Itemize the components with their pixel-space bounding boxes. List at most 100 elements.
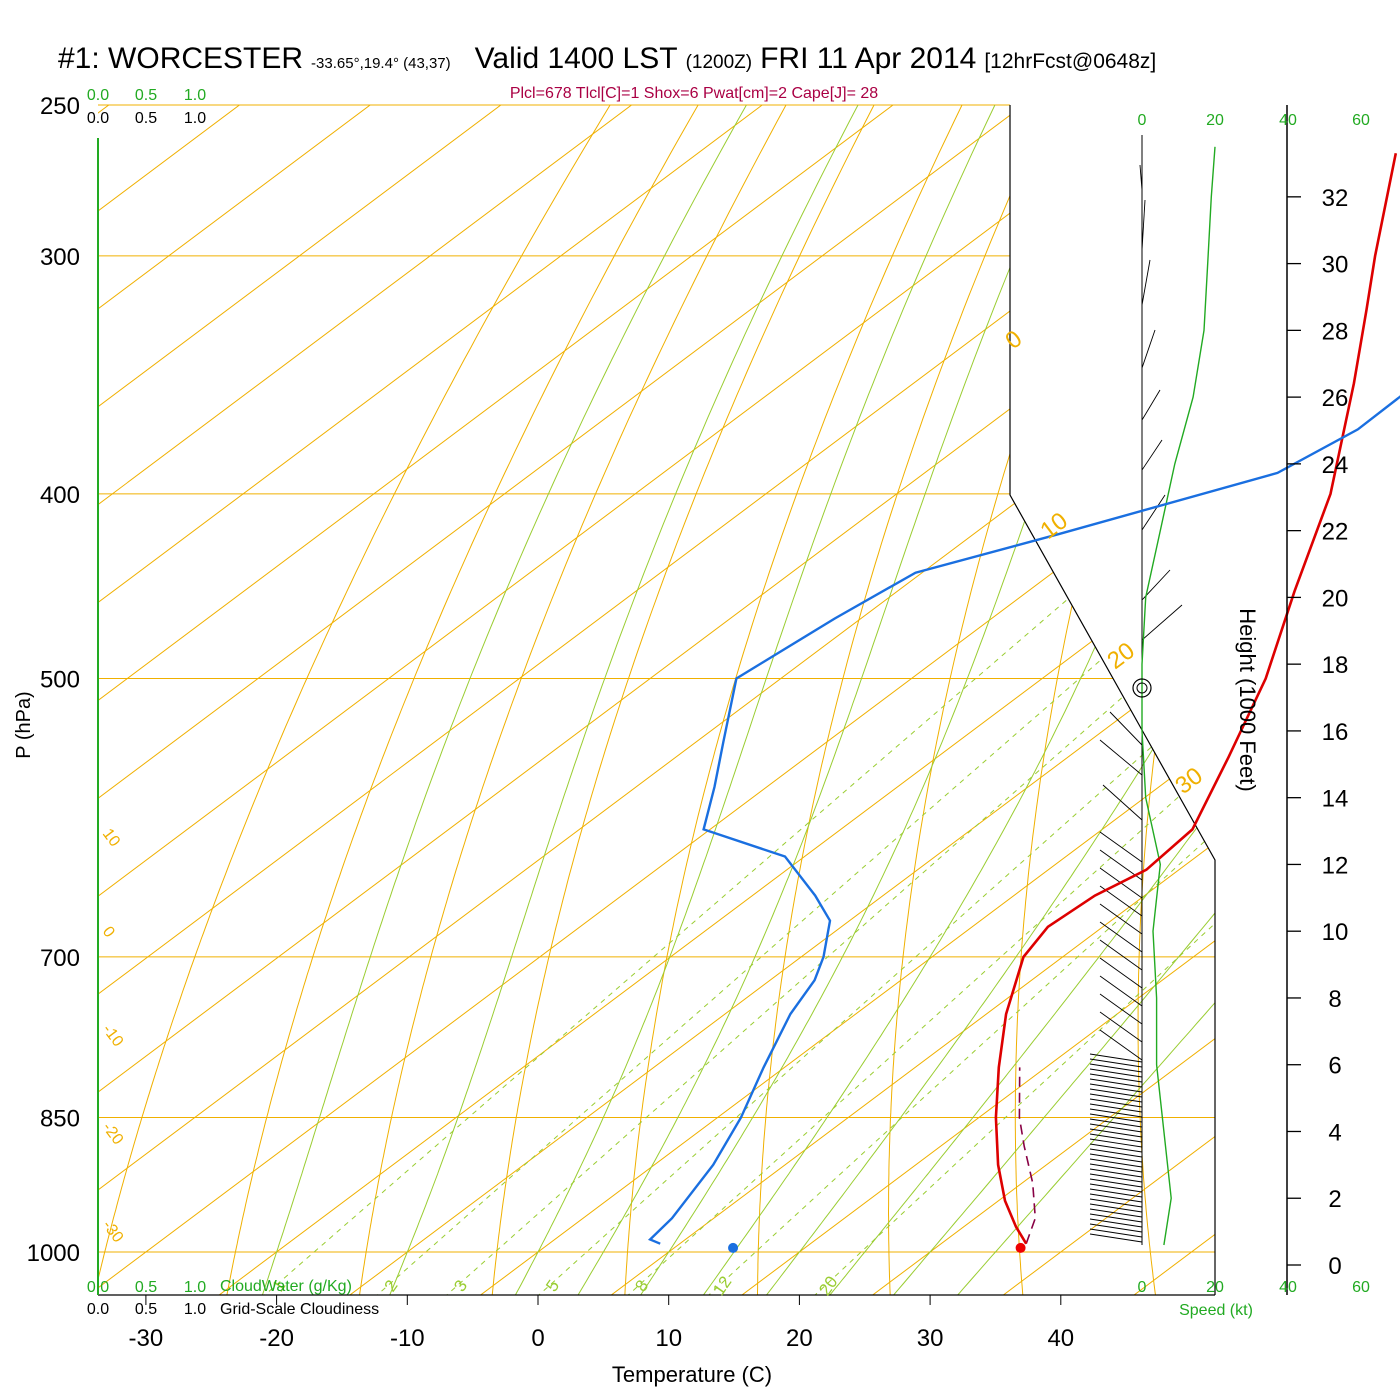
auxiliary-axes: 0.00.00.50.51.01.00.00.00.50.51.01.00020… bbox=[87, 87, 1370, 1318]
wind-barb-29 bbox=[1089, 1088, 1143, 1098]
cloudiness-bottom-tick-0: 0.0 bbox=[87, 1301, 109, 1318]
cloudiness-top-tick-2: 1.0 bbox=[184, 110, 206, 127]
temperature-tick-20: 20 bbox=[786, 1325, 813, 1352]
wind-barb-33 bbox=[1089, 1068, 1143, 1078]
isotherm--130 bbox=[98, 105, 463, 1295]
moist-adiabat-35 bbox=[925, 105, 1215, 1295]
stability-indices: Plcl=678 Tlcl[C]=1 Shox=6 Pwat[cm]=2 Cap… bbox=[510, 85, 878, 102]
isotherm-lines bbox=[98, 105, 1215, 1295]
mixing-ratio-label-2: 2 bbox=[381, 1277, 402, 1296]
wind-barb-42 bbox=[1099, 939, 1143, 971]
svg-text:#1: WORCESTER-33.65°,19.4° (43: #1: WORCESTER -33.65°,19.4° (43,37) Valid … bbox=[58, 42, 1156, 75]
speed-bottom-tick-20: 20 bbox=[1206, 1279, 1224, 1296]
wind-barb-2 bbox=[1089, 1223, 1143, 1233]
wind-barb-9 bbox=[1089, 1188, 1143, 1198]
dry-adiabat-270 bbox=[488, 105, 911, 1295]
isotherm-0 bbox=[432, 105, 1215, 1295]
pressure-tick-700: 700 bbox=[40, 945, 80, 972]
speed-top-tick-0: 0 bbox=[1138, 112, 1147, 129]
moist-adiabat-15 bbox=[677, 105, 1215, 1295]
height-tick-26: 26 bbox=[1322, 385, 1349, 412]
temperature-tick-10: 10 bbox=[655, 1325, 682, 1352]
cloudiness-bottom-tick-2: 1.0 bbox=[184, 1301, 206, 1318]
wind-barb-24 bbox=[1089, 1113, 1143, 1123]
wind-barb-45 bbox=[1099, 885, 1143, 917]
surface-temperature-dot bbox=[1015, 1242, 1026, 1253]
wind-barb-35 bbox=[1089, 1058, 1143, 1068]
wind-barb-upper-56 bbox=[1141, 389, 1161, 421]
wind-barb-44 bbox=[1099, 903, 1143, 935]
wind-barb-39 bbox=[1099, 993, 1143, 1025]
dry-adiabat-340 bbox=[1372, 36, 1400, 1331]
wind-barb-7 bbox=[1089, 1198, 1143, 1208]
height-tick-10: 10 bbox=[1322, 919, 1349, 946]
forecast-info: [12hrFcst@0648z] bbox=[984, 50, 1156, 73]
isotherm--20 bbox=[171, 105, 1215, 1295]
cloudiness-label: Grid-Scale Cloudiness bbox=[220, 1301, 379, 1318]
wind-barb-8 bbox=[1089, 1193, 1143, 1203]
wind-barb-20 bbox=[1089, 1133, 1143, 1143]
height-tick-18: 18 bbox=[1322, 652, 1349, 679]
pressure-tick-850: 850 bbox=[40, 1106, 80, 1133]
temperature-ticks: -30 -20 -10 0 10 20 30 40 bbox=[129, 1295, 1074, 1352]
wind-barb-5 bbox=[1089, 1208, 1143, 1218]
wind-barb-31 bbox=[1089, 1078, 1143, 1088]
cloudiness-top-tick-1: 0.5 bbox=[135, 110, 157, 127]
isotherm-label-right-0: 0 bbox=[1000, 325, 1027, 355]
x-axis-label: Temperature (C) bbox=[612, 1362, 772, 1387]
height-tick-30: 30 bbox=[1322, 252, 1349, 279]
height-tick-32: 32 bbox=[1322, 185, 1349, 212]
wind-barb-upper-54 bbox=[1141, 494, 1166, 531]
wind-barb-23 bbox=[1089, 1118, 1143, 1128]
height-tick-20: 20 bbox=[1322, 585, 1349, 612]
isotherm--90 bbox=[98, 105, 986, 1295]
wind-barbs bbox=[1089, 164, 1183, 1243]
wind-barb-32 bbox=[1089, 1073, 1143, 1083]
isobar-lines bbox=[98, 104, 1215, 1253]
temperature-line bbox=[994, 152, 1398, 1245]
wind-barb-6 bbox=[1089, 1203, 1143, 1213]
dry-adiabat-lines bbox=[98, 36, 1400, 1331]
height-tick-4: 4 bbox=[1328, 1119, 1341, 1146]
wind-barb-upper-58 bbox=[1141, 259, 1151, 306]
wind-barb-51 bbox=[1109, 711, 1143, 746]
isotherm--80 bbox=[98, 105, 1117, 1295]
height-tick-0: 0 bbox=[1328, 1253, 1341, 1280]
mixing-ratio-label-8: 8 bbox=[631, 1277, 652, 1296]
isotherm-label-right-30: 30 bbox=[1170, 762, 1208, 800]
height-tick-22: 22 bbox=[1322, 519, 1349, 546]
isotherm--70 bbox=[98, 105, 1215, 1295]
cloudiness-bottom-tick-1: 0.5 bbox=[135, 1301, 157, 1318]
height-tick-14: 14 bbox=[1322, 786, 1349, 813]
wind-barb-upper-57 bbox=[1141, 329, 1156, 369]
wind-barb-14 bbox=[1089, 1163, 1143, 1173]
wind-barb-49 bbox=[1102, 784, 1143, 821]
wind-barb-15 bbox=[1089, 1158, 1143, 1168]
wind-barb-3 bbox=[1089, 1218, 1143, 1228]
temperature-tick--20: -20 bbox=[259, 1325, 294, 1352]
dry-adiabat-240 bbox=[98, 105, 653, 1295]
wind-barb-1 bbox=[1089, 1228, 1143, 1238]
wind-speed-line bbox=[1141, 146, 1216, 1246]
pressure-ticks: 250 300 400 500 700 850 1000 bbox=[27, 93, 80, 1267]
speed-bottom-tick-0: 0 bbox=[1138, 1279, 1147, 1296]
isotherm--100 bbox=[98, 105, 855, 1295]
parcel-path-line bbox=[1018, 1067, 1037, 1244]
moist-adiabat-10 bbox=[616, 105, 1211, 1295]
wind-barb-40 bbox=[1099, 975, 1143, 1007]
pressure-tick-1000: 1000 bbox=[27, 1240, 80, 1267]
wind-barb-27 bbox=[1089, 1098, 1143, 1108]
wind-barb-4 bbox=[1089, 1213, 1143, 1223]
speed-top-tick-20: 20 bbox=[1206, 112, 1224, 129]
moist-adiabat-20 bbox=[738, 105, 1215, 1295]
isotherm-label--30: -30 bbox=[99, 1217, 127, 1246]
wind-barb-38 bbox=[1099, 1011, 1143, 1043]
wind-barb-48 bbox=[1099, 831, 1143, 863]
moist-adiabat--10 bbox=[373, 105, 896, 1295]
isotherm--110 bbox=[98, 105, 724, 1295]
isotherm-10 bbox=[563, 105, 1215, 1295]
temperature-tick--10: -10 bbox=[390, 1325, 425, 1352]
height-tick-16: 16 bbox=[1322, 719, 1349, 746]
wind-barb-34 bbox=[1089, 1063, 1143, 1073]
